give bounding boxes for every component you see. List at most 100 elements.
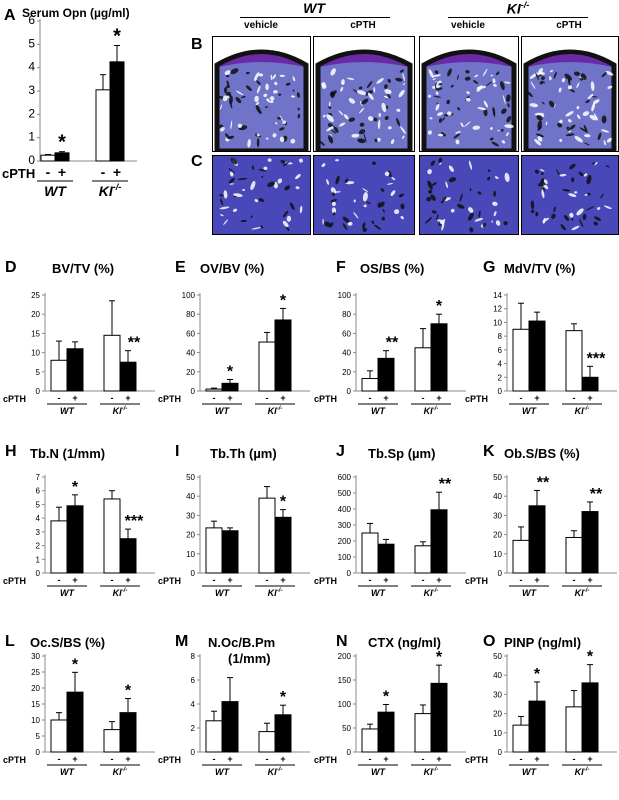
trabecula-mark	[348, 98, 356, 104]
y-tick-label: 5	[36, 732, 41, 741]
trabecula-mark	[503, 221, 508, 226]
trabecula-mark	[390, 139, 395, 145]
histology-stain-texture	[522, 156, 618, 234]
trabecula-mark	[527, 91, 533, 98]
significance-star: *	[587, 649, 594, 666]
trabecula-mark	[491, 220, 493, 223]
significance-star: *	[436, 649, 443, 666]
trabecula-mark	[277, 117, 282, 120]
histology-wt-cpth-overview	[313, 36, 415, 152]
group-label-superscript: -/-	[122, 588, 128, 594]
trabecula-mark	[485, 81, 493, 87]
chart-subtitle: (1/mm)	[228, 651, 271, 666]
trabecula-mark	[432, 74, 441, 77]
panel-label: M	[175, 633, 188, 650]
bar	[54, 152, 70, 162]
y-tick-label: 150	[338, 676, 352, 685]
trabecula-mark	[398, 89, 405, 98]
chart-title: PINP (ng/ml)	[504, 635, 581, 650]
trabecula-mark	[331, 201, 336, 207]
trabecula-mark	[529, 103, 539, 108]
trabecula-mark	[593, 99, 600, 104]
x-tick-label: +	[587, 754, 592, 764]
significance-star: *	[227, 363, 234, 380]
trabecula-mark	[286, 226, 290, 231]
trabecula-mark	[586, 174, 592, 185]
trabecula-mark	[291, 95, 295, 98]
ki-group-title: KI-/-	[506, 0, 530, 17]
x-tick-label: +	[227, 575, 232, 585]
x-axis-title: cPTH	[465, 576, 488, 586]
trabecula-mark	[433, 95, 442, 98]
trabecula-mark	[328, 106, 332, 109]
trabecula-mark	[395, 77, 403, 82]
trabecula-mark	[229, 171, 234, 177]
bar	[430, 509, 448, 574]
chart-panel-h: H Tb.N (1/mm) 0 1 2 3 4 5 6 7 - * + WT - *** + KI-/- cPTH	[3, 443, 155, 598]
trabecula-mark	[574, 136, 583, 143]
trabecula-mark	[593, 221, 599, 226]
group-label-superscript: -/-	[277, 767, 283, 773]
trabecula-mark	[347, 221, 353, 226]
trabecula-mark	[560, 224, 566, 231]
chart-panel-o: O PINP (ng/ml) 0 10 20 30 40 50 - * + WT - * + KI-/- cPT…	[465, 633, 617, 777]
x-tick-label: -	[111, 754, 114, 764]
y-tick-label: 4	[36, 514, 41, 523]
bar	[103, 498, 121, 574]
significance-star: *	[383, 688, 390, 705]
bar	[430, 323, 448, 392]
chart-panel-l: L Oc.S/BS (%) 0 5 10 15 20 25 30 - * + WT - * + KI-/- cPT…	[3, 633, 155, 777]
chart-panel-a: A Serum Opn (µg/ml)0123456-*+WT-*+KI-/-cP…	[2, 6, 137, 199]
trabecula-mark	[275, 122, 278, 125]
bar	[205, 388, 223, 392]
y-tick-label: 20	[342, 368, 351, 377]
trabecula-mark	[226, 85, 230, 89]
wt-group-title: WT	[303, 0, 325, 16]
trabecula-mark	[553, 206, 556, 213]
chart-title: Serum Opn (µg/ml)	[22, 6, 130, 20]
trabecula-mark	[219, 194, 224, 197]
trabecula-mark	[605, 165, 610, 168]
y-tick-label: 0	[498, 569, 503, 578]
trabecula-mark	[362, 188, 369, 193]
y-tick-label: 40	[186, 492, 195, 501]
trabecula-mark	[483, 108, 488, 117]
trabecula-mark	[372, 161, 376, 165]
bar	[103, 729, 121, 753]
trabecula-mark	[335, 159, 339, 162]
y-tick-label: 5	[28, 36, 35, 50]
trabecula-mark	[597, 132, 602, 141]
trabecula-mark	[548, 100, 555, 108]
x-tick-label: -	[213, 575, 216, 585]
y-tick-label: 20	[31, 684, 40, 693]
trabecula-mark	[477, 107, 487, 111]
x-tick-label: +	[72, 393, 77, 403]
trabecula-mark	[504, 124, 514, 129]
histology-stain-texture	[522, 37, 618, 151]
trabecula-mark	[384, 95, 389, 99]
x-tick-label: +	[125, 754, 130, 764]
y-tick-label: 0	[498, 387, 503, 396]
trabecula-mark	[438, 83, 443, 86]
bar	[221, 701, 239, 753]
trabecula-mark	[606, 137, 612, 143]
y-tick-label: 25	[31, 291, 40, 300]
x-axis-title: cPTH	[314, 576, 337, 586]
chart-title: Tb.Th (µm)	[210, 446, 277, 461]
trabecula-mark	[566, 126, 571, 132]
trabecula-mark	[237, 123, 243, 129]
trabecula-mark	[278, 127, 285, 131]
x-tick-label: -	[573, 754, 576, 764]
trabecula-mark	[576, 208, 584, 216]
trabecula-mark	[431, 182, 437, 186]
trabecula-mark	[557, 123, 563, 128]
bar	[528, 700, 546, 753]
x-tick-label: +	[72, 575, 77, 585]
trabecula-mark	[427, 180, 433, 190]
trabecula-mark	[250, 180, 256, 191]
group-label: WT	[522, 767, 537, 777]
y-tick-label: 0	[191, 387, 196, 396]
histology-stain-texture	[420, 37, 518, 151]
trabecula-mark	[289, 202, 295, 210]
